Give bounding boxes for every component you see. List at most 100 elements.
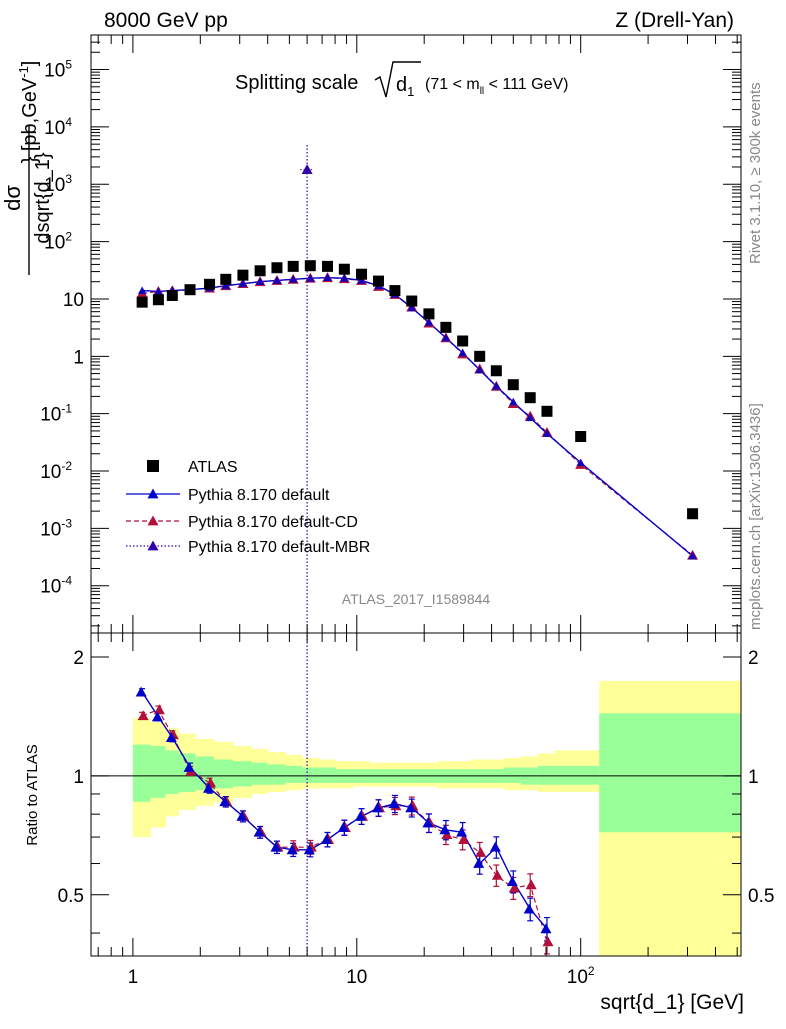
atlas-point xyxy=(237,269,249,281)
ratio-uncertainty-bands xyxy=(91,680,742,956)
y-tick-label: 10-4 xyxy=(40,574,72,598)
ratio-y-tick-label: 0.5 xyxy=(58,886,84,907)
analysis-id-label: ATLAS_2017_I1589844 xyxy=(342,591,491,607)
band-inner-bin xyxy=(213,759,234,789)
ratio-cd-point xyxy=(491,869,503,880)
y-tick-label: 10 xyxy=(63,290,84,311)
legend-label: Pythia 8.170 default xyxy=(188,487,330,504)
band-inner-bin xyxy=(504,767,522,783)
atlas-point xyxy=(575,430,587,442)
ratio-default-point xyxy=(236,810,248,821)
ratio-default-point xyxy=(253,826,265,837)
band-inner-bin xyxy=(599,713,742,833)
ratio-default-point xyxy=(203,782,215,793)
sqrt-symbol xyxy=(374,61,421,98)
ratio-cd-point xyxy=(508,882,520,893)
atlas-point xyxy=(389,285,401,297)
default-point xyxy=(323,273,332,282)
ratio-cd-point xyxy=(153,704,165,715)
default-point xyxy=(272,276,282,284)
x-tick-label: 1 xyxy=(128,967,139,988)
ratio-default-point xyxy=(506,876,518,887)
ylabel-unit: } [pb,GeV-1] xyxy=(16,61,41,164)
atlas-point xyxy=(440,321,452,333)
y-tick-label: 104 xyxy=(44,115,72,139)
ratio-default-line xyxy=(141,691,548,930)
ratio-cd-point xyxy=(458,834,470,844)
default-point xyxy=(154,287,163,295)
atlas-point xyxy=(136,296,148,308)
rivet-version-label: Rivet 3.1.10, ≥ 300k events xyxy=(747,82,764,264)
header-right: Z (Drell-Yan) xyxy=(615,9,734,32)
ratio-default-point xyxy=(439,824,451,835)
y-axis-label-main: dσ dsqrt{d_1} } [pb,GeV-1] xyxy=(0,61,54,275)
default-point xyxy=(492,382,501,390)
atlas-point xyxy=(254,265,266,277)
default-point xyxy=(509,397,518,406)
ratio-cd-point xyxy=(137,710,149,721)
ratio-cd-point xyxy=(475,846,487,857)
band-inner-bin xyxy=(554,765,600,785)
default-point xyxy=(289,275,298,283)
default-point xyxy=(576,458,585,467)
band-inner-bin xyxy=(537,765,556,785)
x-tick-label: 102 xyxy=(567,964,595,988)
atlas-point xyxy=(524,392,536,404)
atlas-point xyxy=(406,295,418,307)
ratio-y-tick-label: 1 xyxy=(73,767,84,788)
atlas-point xyxy=(166,289,178,301)
ratio-default-point xyxy=(337,822,349,832)
ratio-default-point xyxy=(321,834,333,844)
x-tick-label: 10 xyxy=(346,967,367,988)
ratio-default-point xyxy=(303,844,315,855)
legend-marker-atlas xyxy=(147,460,159,472)
ratio-default-point xyxy=(183,762,195,772)
atlas-point xyxy=(457,335,469,347)
ratio-default-point xyxy=(151,711,163,722)
atlas-point xyxy=(338,263,350,275)
default-point xyxy=(407,303,416,312)
legend-marker xyxy=(147,488,159,499)
legend: ATLAS Pythia 8.170 default Pythia 8.170 de… xyxy=(126,459,370,556)
default-point xyxy=(458,348,467,357)
title-main: Splitting scale xyxy=(235,72,358,94)
default-point xyxy=(441,333,451,342)
band-inner-bin xyxy=(267,764,286,785)
band-inner-bin xyxy=(132,744,152,802)
title-d1: d1 xyxy=(396,74,414,99)
ratio-default-point xyxy=(473,858,485,868)
ratio-y-tick-label-right: 0.5 xyxy=(748,886,774,907)
ratio-default-point xyxy=(135,686,147,697)
y-tick-label: 105 xyxy=(44,58,72,82)
default-point xyxy=(357,276,366,284)
title-range: (71 < mll < 111 GeV) xyxy=(425,76,568,97)
band-inner-bin xyxy=(150,746,167,798)
default-point xyxy=(526,413,535,422)
default-point xyxy=(688,551,697,560)
atlas-point xyxy=(541,405,553,417)
ylabel-numerator: dσ xyxy=(0,185,25,211)
default-point xyxy=(221,281,231,290)
ratio-default-point xyxy=(219,796,231,807)
atlas-point xyxy=(271,262,283,274)
atlas-point xyxy=(204,278,216,290)
ratio-default-point xyxy=(489,841,501,852)
ratio-y-tick-label: 2 xyxy=(73,648,84,669)
ratio-default-point xyxy=(405,802,417,813)
ratio-default-point xyxy=(422,817,434,828)
ratio-plot-marks xyxy=(135,686,554,955)
legend-marker xyxy=(147,540,159,551)
default-point xyxy=(475,365,484,374)
atlas-point xyxy=(507,379,519,391)
default-point xyxy=(542,429,552,437)
band-inner-bin xyxy=(302,767,320,783)
ratio-panel-frame xyxy=(90,632,742,957)
x-axis-label: sqrt{d_1} [GeV] xyxy=(600,991,744,1014)
ratio-default-point xyxy=(165,732,177,743)
legend-marker xyxy=(147,515,159,526)
main-plot-marks xyxy=(136,145,699,956)
atlas-point xyxy=(152,294,164,306)
atlas-point xyxy=(372,275,384,287)
atlas-point xyxy=(687,508,699,520)
